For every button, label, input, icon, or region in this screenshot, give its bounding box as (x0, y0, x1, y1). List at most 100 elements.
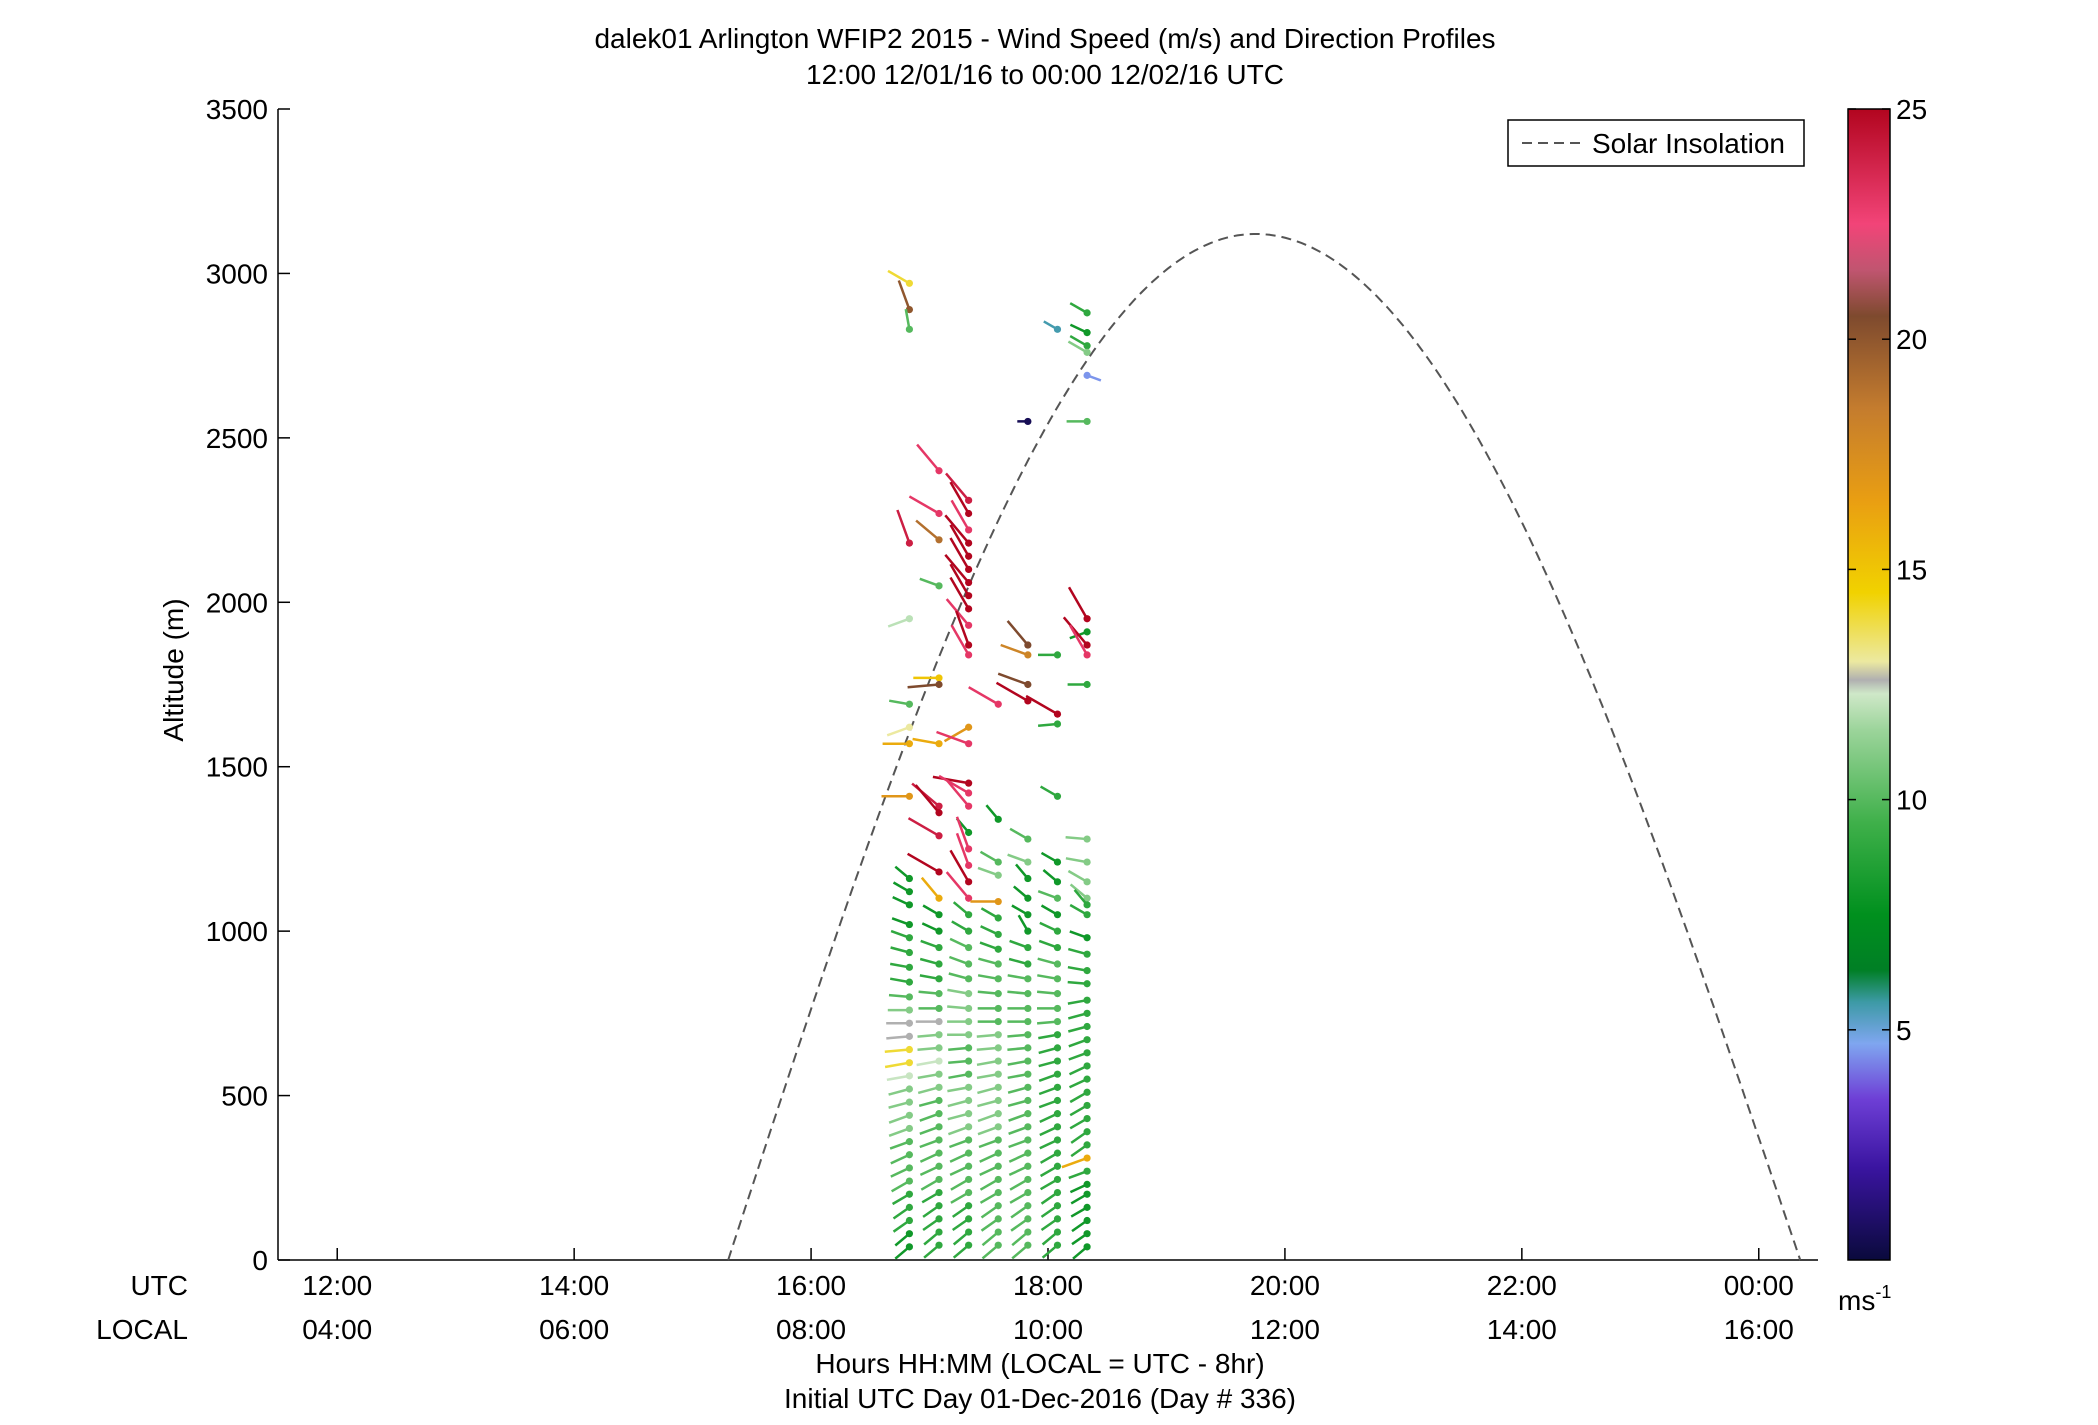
wind-barb-point (935, 1110, 943, 1118)
wind-barb-point (1083, 417, 1091, 426)
wind-barb-point (935, 802, 943, 810)
wind-barb-point (1024, 1136, 1032, 1144)
wind-barb-point (965, 641, 973, 649)
wind-barb-point (1053, 1228, 1062, 1236)
wind-barb-point (965, 1110, 973, 1118)
y-axis-label: Altitude (m) (158, 598, 189, 741)
plot-axes (277, 109, 1818, 1261)
wind-barb-staff (950, 624, 970, 656)
colorbar-unit-label: ms-1 (1838, 1282, 1891, 1316)
x-tick-label-utc: 18:00 (1013, 1270, 1083, 1301)
wind-barb-point (994, 1123, 1002, 1131)
wind-barb-staff (1062, 616, 1089, 646)
wind-barb-staff (955, 832, 970, 866)
wind-barb-point (994, 1031, 1002, 1039)
wind-barb-point (1053, 878, 1062, 886)
wind-barb-point (1024, 1188, 1032, 1197)
wind-barb-point (935, 1175, 943, 1184)
wind-barb-point (905, 934, 914, 942)
colorbar-tick-label: 15 (1896, 554, 1927, 585)
wind-barb-point (965, 1123, 973, 1131)
wind-barb-point (935, 509, 943, 518)
wind-barb-point (1083, 641, 1091, 649)
wind-barb-point (1083, 651, 1091, 659)
wind-barb-point (1024, 1241, 1032, 1249)
wind-barb-point (905, 1138, 914, 1146)
wind-barb-point (935, 1188, 943, 1197)
chart-title: dalek01 Arlington WFIP2 2015 - Wind Spee… (594, 23, 1495, 54)
wind-barb-point (1053, 1057, 1062, 1065)
wind-barb-staff (997, 672, 1029, 686)
wind-barb-point (1024, 417, 1032, 426)
wind-barb-point (965, 1031, 973, 1039)
wind-barb-point (1053, 1083, 1062, 1091)
wind-barb-point (965, 526, 973, 534)
wind-barb-staff (916, 443, 940, 472)
wind-barb-staff (886, 1074, 910, 1082)
wind-barb-point (1053, 943, 1062, 952)
x-tick-label-local: 12:00 (1250, 1314, 1320, 1345)
wind-barb-point (994, 1241, 1002, 1249)
wind-barb-point (935, 1149, 943, 1157)
wind-barb-point (1024, 1162, 1032, 1170)
wind-barb-point (994, 1149, 1002, 1157)
wind-barb-point (1024, 874, 1032, 883)
wind-barb-point (905, 740, 914, 748)
wind-barb-point (1053, 927, 1062, 935)
wind-barb-point (994, 1057, 1002, 1065)
wind-barb-point (994, 871, 1002, 879)
wind-barb-staff (916, 1059, 940, 1067)
wind-barb-point (1083, 1203, 1091, 1211)
wind-barb-point (1053, 1202, 1062, 1210)
wind-barb-point (1083, 371, 1091, 379)
x-axis-label: Hours HH:MM (LOCAL = UTC - 8hr) (815, 1348, 1264, 1379)
wind-barb-staff (936, 730, 970, 745)
wind-barb-point (994, 1228, 1002, 1236)
x-tick-label-utc: 16:00 (776, 1270, 846, 1301)
wind-barb-point (994, 975, 1002, 983)
wind-barb-point (994, 1136, 1002, 1144)
wind-barb-point (1053, 1004, 1062, 1013)
wind-barb-point (1083, 1154, 1091, 1162)
wind-barb-point (965, 578, 973, 587)
wind-barb-point (994, 1096, 1002, 1105)
x-tick-label-utc: 14:00 (539, 1270, 609, 1301)
wind-barb-staff (943, 726, 970, 743)
wind-barb-point (1083, 967, 1091, 975)
wind-barb-point (1083, 628, 1091, 636)
wind-barb-point (935, 582, 943, 590)
wind-barb-staff (1025, 694, 1059, 716)
wind-barb-point (935, 832, 943, 840)
y-tick-label: 2500 (206, 423, 268, 454)
wind-barb-point (1053, 975, 1062, 983)
wind-barb-point (1053, 1149, 1062, 1157)
colorbar-ticks: 5 10 15 20 25 (1848, 94, 1927, 1046)
wind-barb-staff (955, 816, 970, 850)
wind-barb-point (1024, 1228, 1032, 1236)
wind-barb-point (1083, 1022, 1091, 1031)
wind-barb-staff (912, 737, 940, 745)
wind-barb-point (935, 1241, 943, 1249)
wind-barb-staff (1061, 1156, 1088, 1169)
wind-barb-point (935, 1031, 943, 1039)
wind-barb-point (935, 911, 943, 919)
wind-barb-point (1024, 1110, 1032, 1118)
x-row-label-local: LOCAL (96, 1314, 188, 1345)
wind-barb-staff (920, 876, 940, 900)
wind-barb-staff (945, 472, 970, 502)
wind-barb-point (965, 1149, 973, 1157)
wind-barb-point (994, 990, 1002, 998)
wind-barb-point (935, 894, 943, 902)
wind-barb-point (905, 1032, 914, 1040)
wind-barb-staff (932, 775, 969, 785)
wind-barb-point (1083, 680, 1091, 689)
wind-barb-point (905, 1045, 914, 1054)
wind-barb-point (1083, 1190, 1091, 1198)
wind-barb-staff (886, 726, 910, 737)
wind-barb-point (905, 615, 914, 623)
wind-barb-point (994, 960, 1002, 968)
wind-barb-point (965, 960, 973, 968)
wind-barb-point (965, 1241, 973, 1249)
wind-barb-point (965, 1215, 973, 1223)
wind-barb-point (905, 874, 914, 883)
